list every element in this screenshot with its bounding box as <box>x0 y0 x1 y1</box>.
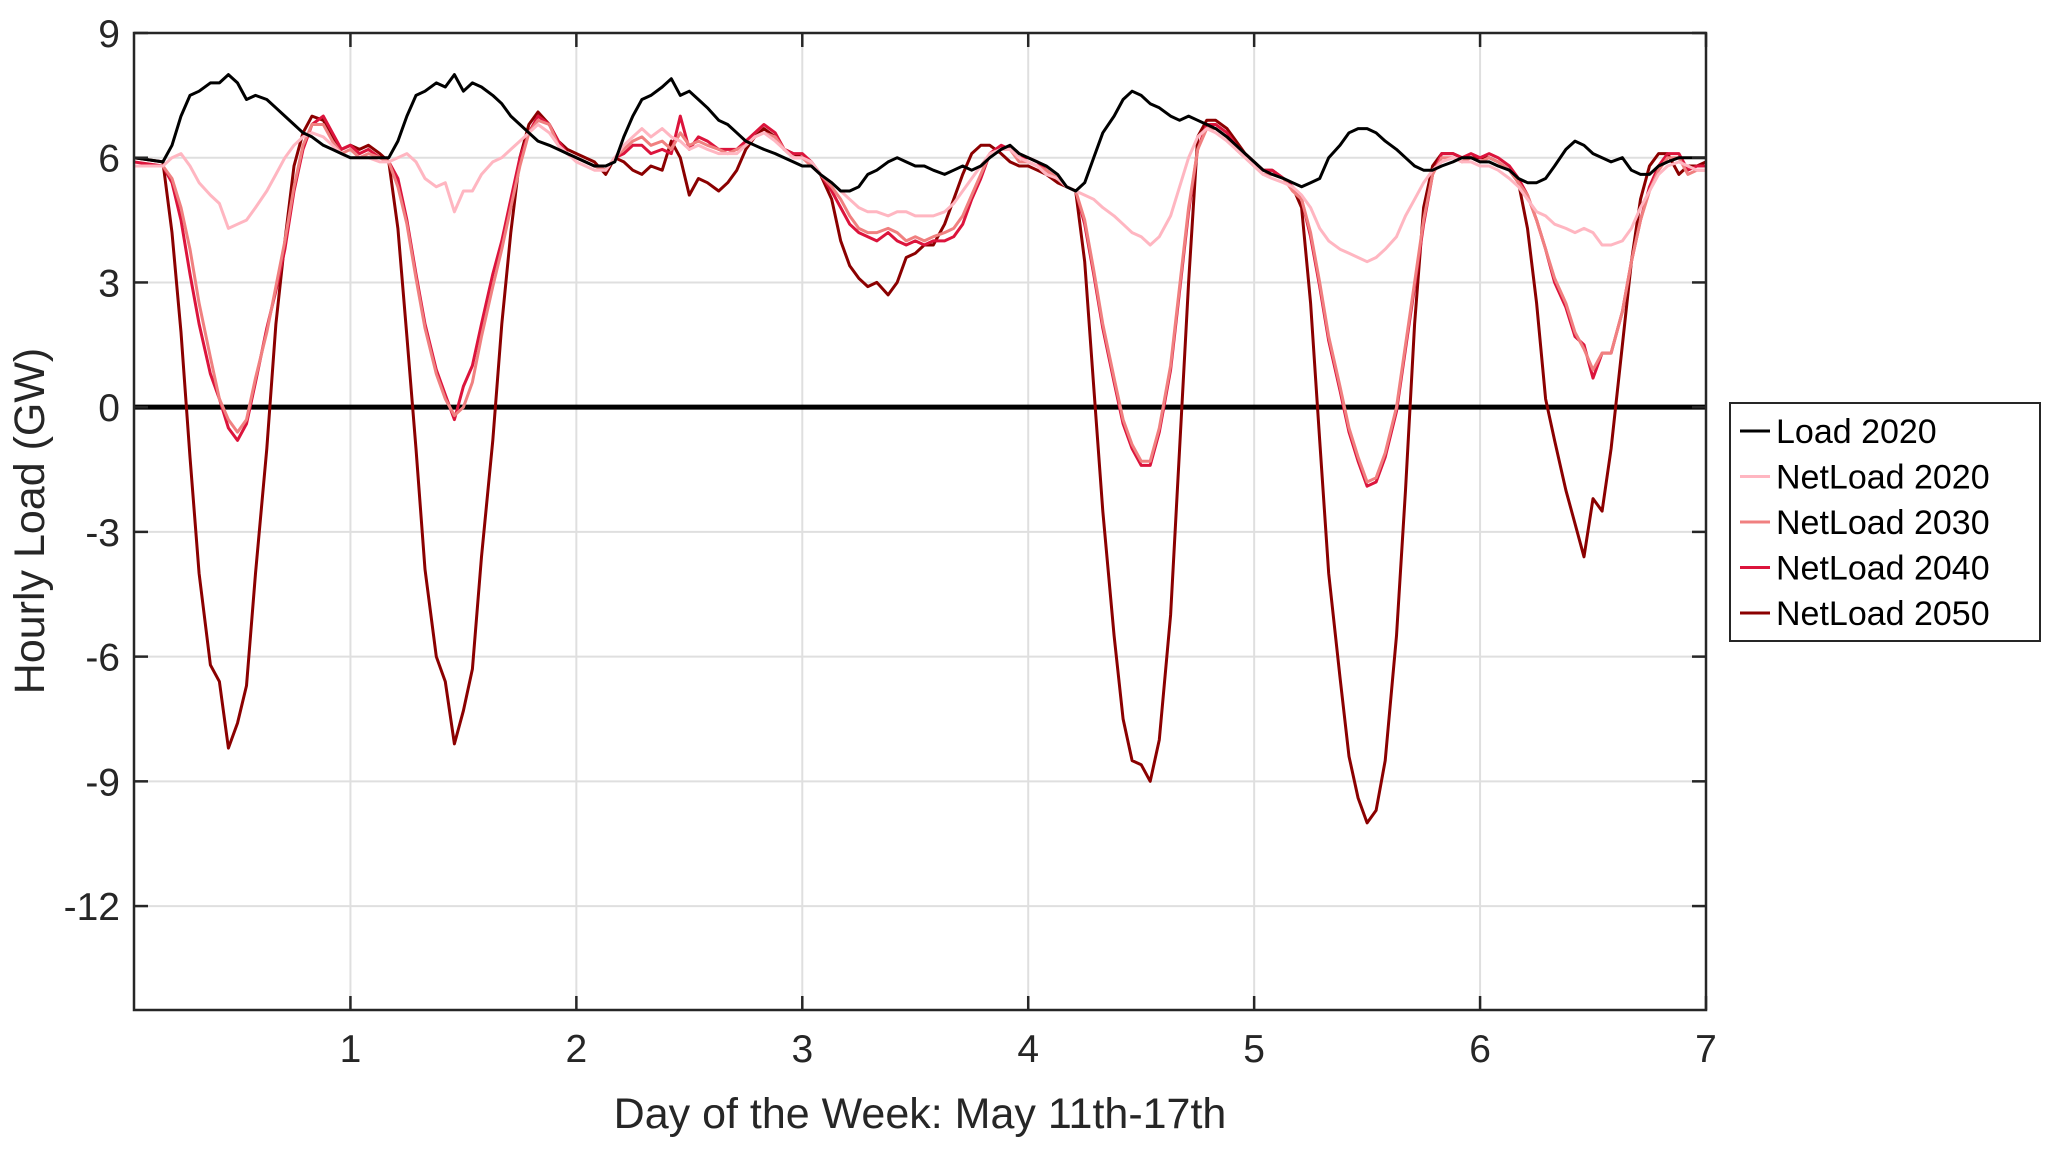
legend-label-netload-2050: NetLoad 2050 <box>1776 595 1990 633</box>
plot-area-frame <box>132 31 1708 1012</box>
legend-label-netload-2020: NetLoad 2020 <box>1776 459 1990 497</box>
x-tick-label: 3 <box>791 1028 813 1071</box>
legend-box <box>1729 402 2041 642</box>
y-tick-label: 3 <box>98 262 120 305</box>
y-tick-label: 0 <box>98 387 120 430</box>
series-line-netload-2030 <box>133 118 1706 484</box>
x-axis-ticks: 1 2 3 4 5 6 7 <box>340 33 1717 1071</box>
y-tick-label: 9 <box>98 13 120 56</box>
legend-label-load-2020: Load 2020 <box>1776 413 1937 451</box>
y-tick-label: -6 <box>85 637 120 680</box>
y-tick-label: -9 <box>85 761 120 804</box>
x-tick-label: 6 <box>1469 1028 1491 1071</box>
x-axis-label: Day of the Week: May 11th-17th <box>614 1090 1227 1138</box>
series-line-netload-2020 <box>133 123 1706 264</box>
legend-label-netload-2040: NetLoad 2040 <box>1776 550 1990 588</box>
y-tick-label: -3 <box>85 512 120 555</box>
x-tick-label: 2 <box>566 1028 588 1071</box>
x-tick-label: 5 <box>1243 1028 1265 1071</box>
y-tick-label: 6 <box>98 138 120 181</box>
x-tick-label: 1 <box>340 1028 362 1071</box>
series-line-load-2020 <box>133 73 1706 193</box>
x-tick-label: 4 <box>1017 1028 1039 1071</box>
legend-label-netload-2030: NetLoad 2030 <box>1776 504 1990 542</box>
series-lines <box>133 73 1707 825</box>
y-axis-label: Hourly Load (GW) <box>6 348 54 694</box>
x-tick-label: 7 <box>1695 1028 1717 1071</box>
y-tick-label: -12 <box>64 886 120 929</box>
legend: Load 2020 NetLoad 2020 NetLoad 2030 NetLoad… <box>1729 402 2041 642</box>
y-axis-ticks: -12 -9 -6 -3 0 3 6 9 <box>64 13 1706 929</box>
